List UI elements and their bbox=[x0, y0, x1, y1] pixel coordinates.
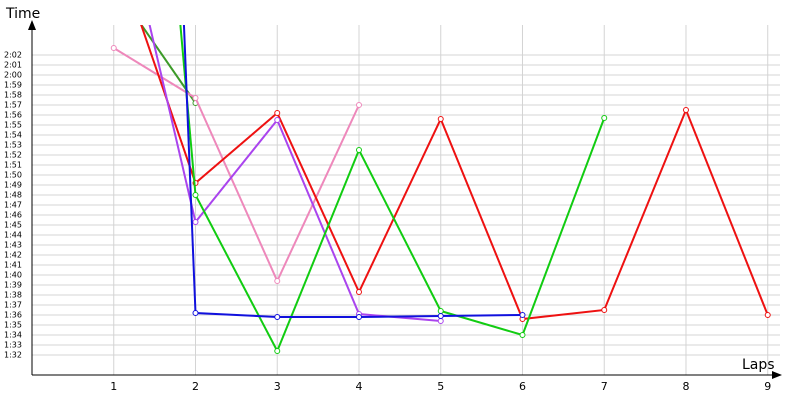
y-tick-label: 1:40 bbox=[4, 271, 22, 280]
point bbox=[274, 278, 281, 284]
point bbox=[110, 45, 117, 51]
point bbox=[274, 110, 281, 116]
y-tick-label: 1:32 bbox=[4, 351, 22, 360]
x-axis-label: Laps bbox=[742, 357, 775, 373]
point bbox=[682, 107, 689, 113]
y-tick-label: 1:37 bbox=[4, 301, 22, 310]
point bbox=[355, 147, 362, 153]
series-line bbox=[182, 25, 523, 318]
point bbox=[192, 219, 199, 225]
point bbox=[764, 312, 771, 318]
x-tick-label: 8 bbox=[682, 380, 689, 393]
y-tick-label: 1:48 bbox=[4, 191, 22, 200]
y-tick-label: 1:57 bbox=[4, 101, 22, 110]
x-tick-label: 5 bbox=[437, 380, 444, 393]
y-tick-label: 2:01 bbox=[4, 61, 22, 70]
y-tick-label: 1:34 bbox=[4, 331, 22, 340]
y-tick-label: 1:47 bbox=[4, 201, 22, 210]
x-tick-label: 3 bbox=[274, 380, 281, 393]
point bbox=[519, 332, 526, 338]
point bbox=[355, 289, 362, 295]
y-axis-arrow bbox=[28, 20, 36, 30]
point bbox=[192, 310, 199, 316]
y-tick-label: 1:59 bbox=[4, 81, 22, 90]
y-tick-label: 2:02 bbox=[4, 51, 22, 60]
y-tick-label: 1:55 bbox=[4, 121, 22, 130]
y-tick-label: 1:45 bbox=[4, 221, 22, 230]
y-tick-label: 1:38 bbox=[4, 291, 22, 300]
y-tick-label: 1:39 bbox=[4, 281, 22, 290]
x-axis-arrow bbox=[772, 371, 782, 379]
x-tick-label: 4 bbox=[355, 380, 362, 393]
x-tick-label: 6 bbox=[519, 380, 526, 393]
series-line bbox=[113, 47, 360, 284]
point bbox=[274, 314, 281, 320]
point bbox=[355, 314, 362, 320]
point bbox=[519, 312, 526, 318]
point bbox=[437, 318, 444, 324]
point bbox=[274, 117, 281, 123]
y-tick-label: 2:00 bbox=[4, 71, 22, 80]
point bbox=[192, 95, 199, 101]
point bbox=[355, 102, 362, 108]
y-tick-label: 1:33 bbox=[4, 341, 22, 350]
y-tick-label: 1:53 bbox=[4, 141, 22, 150]
y-tick-label: 1:43 bbox=[4, 241, 22, 250]
y-tick-label: 1:51 bbox=[4, 161, 22, 170]
x-tick-label: 1 bbox=[110, 380, 117, 393]
y-tick-label: 1:41 bbox=[4, 261, 22, 270]
point bbox=[437, 308, 444, 314]
point bbox=[601, 115, 608, 121]
point bbox=[437, 313, 444, 319]
y-tick-label: 1:56 bbox=[4, 111, 22, 120]
x-tick-label: 2 bbox=[192, 380, 199, 393]
y-tick-label: 1:35 bbox=[4, 321, 22, 330]
y-tick-label: 1:42 bbox=[4, 251, 22, 260]
y-tick-label: 1:44 bbox=[4, 231, 22, 240]
point bbox=[274, 348, 281, 354]
y-tick-label: 1:54 bbox=[4, 131, 22, 140]
x-tick-label: 9 bbox=[764, 380, 771, 393]
x-tick-label: 7 bbox=[601, 380, 608, 393]
y-tick-label: 1:58 bbox=[4, 91, 22, 100]
point bbox=[601, 307, 608, 313]
y-axis-label: Time bbox=[5, 6, 40, 22]
y-tick-label: 1:46 bbox=[4, 211, 22, 220]
point bbox=[437, 116, 444, 122]
y-tick-label: 1:52 bbox=[4, 151, 22, 160]
y-tick-label: 1:36 bbox=[4, 311, 22, 320]
y-tick-label: 1:49 bbox=[4, 181, 22, 190]
y-tick-label: 1:50 bbox=[4, 171, 22, 180]
point bbox=[192, 192, 199, 198]
